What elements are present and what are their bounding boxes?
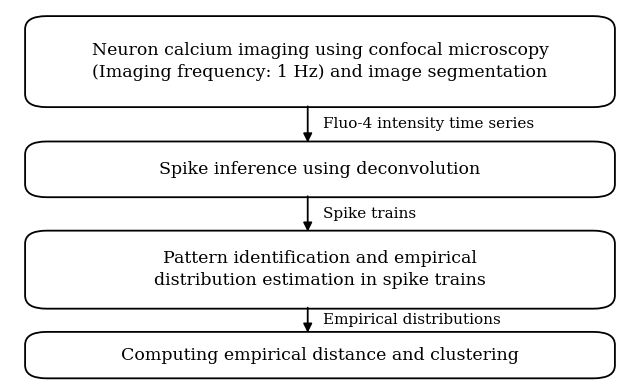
Text: Spike trains: Spike trains xyxy=(323,207,416,221)
Text: Empirical distributions: Empirical distributions xyxy=(323,313,501,327)
FancyBboxPatch shape xyxy=(25,332,615,378)
Text: Computing empirical distance and clustering: Computing empirical distance and cluster… xyxy=(121,347,519,364)
FancyBboxPatch shape xyxy=(25,231,615,309)
FancyBboxPatch shape xyxy=(25,16,615,107)
Text: Pattern identification and empirical
distribution estimation in spike trains: Pattern identification and empirical dis… xyxy=(154,250,486,289)
Text: Fluo-4 intensity time series: Fluo-4 intensity time series xyxy=(323,117,534,132)
Text: Neuron calcium imaging using confocal microscopy
(Imaging frequency: 1 Hz) and i: Neuron calcium imaging using confocal mi… xyxy=(92,42,548,81)
Text: Spike inference using deconvolution: Spike inference using deconvolution xyxy=(159,161,481,178)
FancyBboxPatch shape xyxy=(25,142,615,197)
